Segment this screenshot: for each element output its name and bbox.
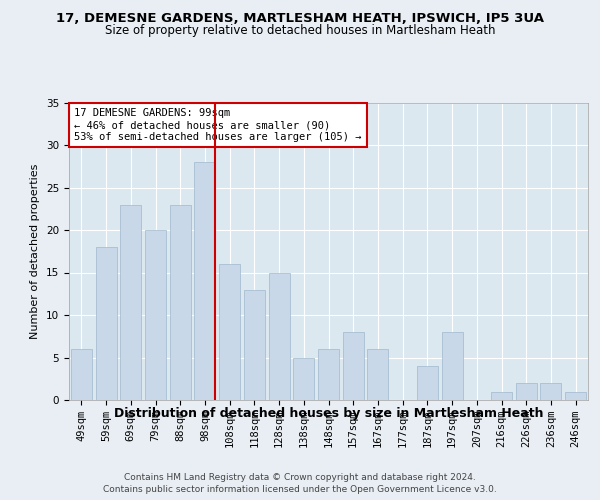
Text: Contains HM Land Registry data © Crown copyright and database right 2024.
Contai: Contains HM Land Registry data © Crown c… bbox=[103, 472, 497, 494]
Bar bbox=[516, 383, 537, 400]
Bar bbox=[442, 332, 463, 400]
Bar bbox=[244, 290, 265, 400]
Bar bbox=[367, 349, 388, 400]
Bar bbox=[95, 247, 116, 400]
Bar bbox=[417, 366, 438, 400]
Bar bbox=[565, 392, 586, 400]
Bar bbox=[145, 230, 166, 400]
Bar bbox=[170, 204, 191, 400]
Text: 17 DEMESNE GARDENS: 99sqm
← 46% of detached houses are smaller (90)
53% of semi-: 17 DEMESNE GARDENS: 99sqm ← 46% of detac… bbox=[74, 108, 362, 142]
Bar bbox=[269, 272, 290, 400]
Text: 17, DEMESNE GARDENS, MARTLESHAM HEATH, IPSWICH, IP5 3UA: 17, DEMESNE GARDENS, MARTLESHAM HEATH, I… bbox=[56, 12, 544, 26]
Text: Size of property relative to detached houses in Martlesham Heath: Size of property relative to detached ho… bbox=[105, 24, 495, 37]
Bar bbox=[343, 332, 364, 400]
Y-axis label: Number of detached properties: Number of detached properties bbox=[31, 164, 40, 339]
Bar bbox=[541, 383, 562, 400]
Bar bbox=[120, 204, 141, 400]
Bar bbox=[71, 349, 92, 400]
Bar bbox=[194, 162, 215, 400]
Bar bbox=[293, 358, 314, 400]
Bar bbox=[318, 349, 339, 400]
Text: Distribution of detached houses by size in Martlesham Heath: Distribution of detached houses by size … bbox=[114, 408, 544, 420]
Bar bbox=[491, 392, 512, 400]
Bar bbox=[219, 264, 240, 400]
